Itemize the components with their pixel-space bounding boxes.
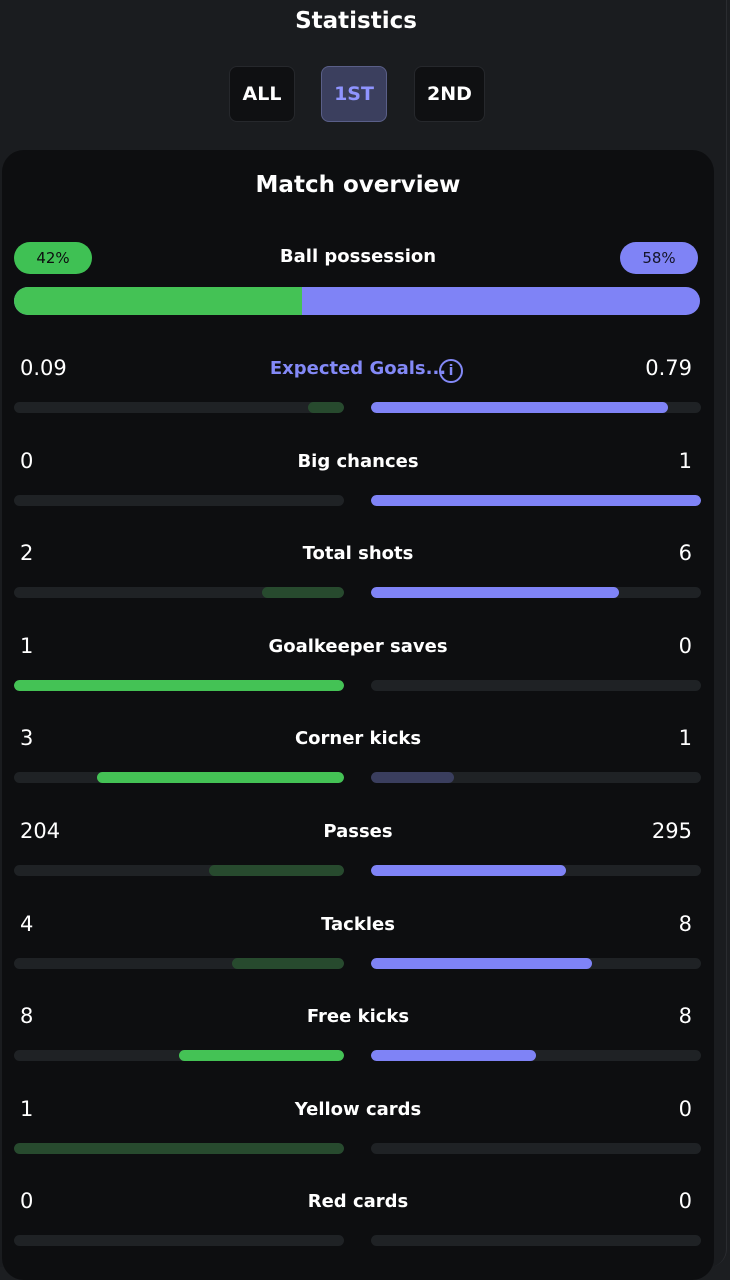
home-stat-bar (14, 957, 344, 969)
home-stat-bar (14, 772, 344, 784)
stat-label: Passes (323, 821, 393, 842)
home-stat-value: 4 (20, 911, 34, 936)
possession-home-fill (14, 287, 303, 315)
home-stat-value: 0 (20, 1189, 34, 1214)
home-possession-badge: 42% (14, 242, 92, 274)
home-stat-bar (14, 587, 344, 599)
home-stat-value: 0.09 (20, 356, 67, 380)
away-stat-fill (371, 587, 619, 599)
away-stat-bar (371, 1235, 701, 1247)
home-stat-bar (14, 1142, 344, 1154)
stat-label: Tackles (321, 913, 395, 935)
away-stat-bar (371, 865, 701, 876)
home-stat-bar (14, 679, 344, 691)
home-stat-fill (96, 772, 344, 784)
stat-label: Total shots (302, 543, 414, 565)
home-stat-fill (261, 587, 344, 599)
away-stat-bar (371, 587, 701, 599)
away-stat-value: 295 (651, 819, 692, 843)
home-stat-bar (14, 865, 344, 876)
possession-label: Ball possession (279, 246, 437, 267)
home-stat-value: 3 (20, 726, 34, 751)
stat-label: Free kicks (306, 1006, 410, 1028)
away-stat-bar (371, 1050, 701, 1062)
away-stat-bar (371, 1142, 701, 1154)
away-stat-value: 6 (678, 541, 692, 566)
home-stat-fill (14, 1142, 344, 1154)
home-stat-bar (14, 1050, 344, 1062)
tab-all[interactable]: ALL (229, 66, 295, 122)
away-stat-value: 1 (678, 448, 692, 473)
home-stat-value: 204 (20, 819, 61, 843)
home-stat-fill (208, 865, 344, 876)
away-stat-bar (371, 772, 701, 784)
away-stat-bar (371, 957, 701, 969)
home-stat-value: 2 (20, 541, 34, 566)
section-title: Match overview (255, 172, 461, 198)
away-stat-fill (371, 1050, 536, 1062)
home-stat-fill (14, 679, 344, 691)
home-stat-value: 0 (20, 448, 34, 473)
home-stat-fill (307, 402, 344, 413)
page-title: Statistics (295, 8, 417, 34)
home-stat-fill (231, 957, 344, 969)
stat-label: Yellow cards (294, 1098, 422, 1120)
away-stat-value: 8 (678, 911, 692, 936)
away-stat-fill (371, 494, 701, 506)
away-stat-bar (371, 679, 701, 691)
stat-label: Corner kicks (294, 728, 422, 750)
away-stat-bar (371, 402, 701, 413)
stat-label: Goalkeeper saves (268, 635, 448, 657)
home-stat-bar (14, 1235, 344, 1247)
home-stat-bar (14, 402, 344, 413)
period-tabs: ALL 1ST 2ND (0, 66, 712, 124)
away-stat-value: 0 (678, 1096, 692, 1121)
away-stat-fill (371, 772, 454, 784)
tab-second-half[interactable]: 2ND (414, 66, 485, 122)
away-stat-fill (371, 402, 668, 413)
away-stat-value: 0 (678, 1189, 692, 1214)
tab-first-half[interactable]: 1ST (321, 66, 387, 122)
match-overview-card: Match overview 42% Ball possession 58% 0… (2, 150, 714, 1280)
away-stat-fill (371, 957, 593, 969)
info-icon[interactable]: i (439, 359, 463, 383)
away-stat-value: 1 (678, 726, 692, 751)
away-stat-value: 0 (678, 633, 692, 658)
home-stat-fill (179, 1050, 344, 1062)
possession-bar (14, 287, 700, 315)
stat-label[interactable]: Expected Goals... (269, 358, 447, 379)
away-stat-value: 0.79 (645, 356, 692, 380)
home-stat-bar (14, 494, 344, 506)
home-stat-value: 1 (20, 633, 34, 658)
home-stat-value: 1 (20, 1096, 34, 1121)
away-stat-value: 8 (678, 1004, 692, 1029)
away-stat-bar (371, 494, 701, 506)
away-possession-badge: 58% (620, 242, 698, 274)
stat-label: Red cards (307, 1191, 409, 1213)
home-stat-value: 8 (20, 1004, 34, 1029)
away-stat-fill (371, 865, 566, 876)
stat-label: Big chances (297, 450, 419, 472)
